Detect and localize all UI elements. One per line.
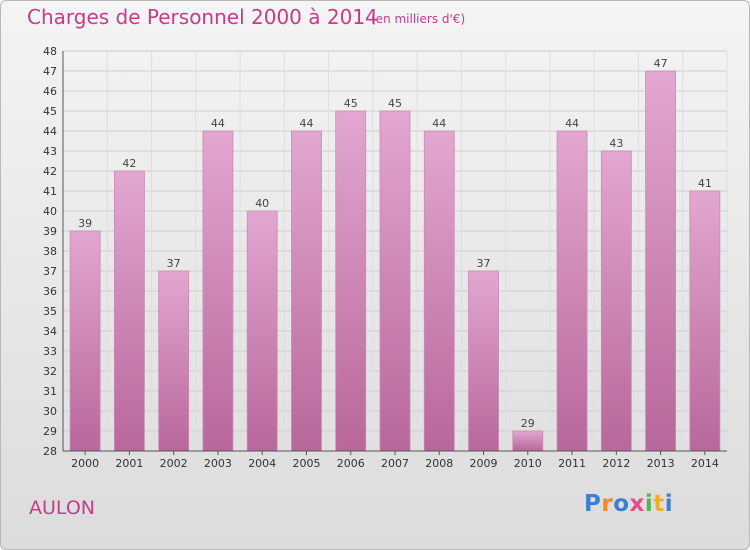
data-label: 37 [477, 257, 491, 270]
data-label: 44 [565, 117, 579, 130]
x-tick-label: 2008 [425, 457, 453, 470]
x-tick-label: 2006 [337, 457, 365, 470]
x-tick-label: 2000 [71, 457, 99, 470]
bar-2008 [423, 130, 455, 452]
y-tick-label: 29 [43, 425, 57, 438]
data-label: 42 [122, 157, 136, 170]
bars: 39 42 37 44 40 44 45 45 44 37 29 44 43 47 41 [69, 57, 721, 452]
x-tick-label: 2011 [558, 457, 586, 470]
data-label: 43 [609, 137, 623, 150]
bar-2001 [114, 170, 145, 452]
x-tick-label: 2004 [248, 457, 276, 470]
bar-2000 [69, 230, 101, 452]
data-label: 41 [698, 177, 712, 190]
y-tick-label: 42 [43, 165, 57, 178]
bar-2004 [246, 210, 278, 452]
bar-2006 [335, 110, 367, 452]
data-label: 37 [167, 257, 181, 270]
axes: 28 29 30 31 32 33 34 35 36 37 38 39 40 41 42 43 44 45 46 47… [43, 45, 727, 470]
data-label: 40 [255, 197, 269, 210]
y-tick-label: 28 [43, 445, 57, 458]
y-tick-label: 40 [43, 205, 57, 218]
data-label: 29 [521, 417, 535, 430]
location-name: AULON [29, 497, 95, 519]
x-tick-label: 2014 [691, 457, 719, 470]
bar-2011 [556, 130, 588, 452]
y-tick-label: 32 [43, 365, 57, 378]
y-tick-label: 38 [43, 245, 57, 258]
y-tick-label: 45 [43, 105, 57, 118]
data-label: 45 [344, 97, 358, 110]
bar-2013 [645, 70, 676, 452]
data-label: 44 [432, 117, 446, 130]
y-tick-label: 30 [43, 405, 57, 418]
chart-title: Charges de Personnel 2000 à 2014 [27, 5, 378, 29]
y-tick-label: 41 [43, 185, 57, 198]
data-label: 44 [299, 117, 313, 130]
data-label: 39 [78, 217, 92, 230]
y-tick-label: 44 [43, 125, 57, 138]
y-tick-label: 37 [43, 265, 57, 278]
x-tick-label: 2005 [292, 457, 320, 470]
x-tick-label: 2001 [115, 457, 143, 470]
x-tick-label: 2003 [204, 457, 232, 470]
data-label: 45 [388, 97, 402, 110]
bar-2014 [689, 190, 721, 452]
bar-2009 [468, 270, 499, 452]
chart-subtitle: (en milliers d'€) [371, 12, 466, 26]
proxiti-logo: Proxiti [584, 491, 674, 517]
bar-2005 [291, 130, 322, 452]
y-tick-label: 35 [43, 305, 57, 318]
bar-2012 [600, 150, 632, 452]
y-tick-label: 47 [43, 65, 57, 78]
x-tick-label: 2012 [602, 457, 630, 470]
bar-2003 [202, 130, 234, 452]
y-tick-label: 43 [43, 145, 57, 158]
x-tick-label: 2009 [470, 457, 498, 470]
data-label: 47 [654, 57, 668, 70]
bar-2007 [379, 110, 411, 452]
bar-2010 [512, 430, 544, 452]
data-label: 44 [211, 117, 225, 130]
y-tick-label: 48 [43, 45, 57, 58]
y-tick-label: 36 [43, 285, 57, 298]
y-tick-label: 33 [43, 345, 57, 358]
x-tick-label: 2010 [514, 457, 542, 470]
y-tick-label: 39 [43, 225, 57, 238]
x-tick-label: 2013 [647, 457, 675, 470]
x-tick-label: 2002 [160, 457, 188, 470]
y-tick-label: 34 [43, 325, 57, 338]
y-tick-label: 46 [43, 85, 57, 98]
bar-2002 [158, 270, 190, 452]
y-tick-label: 31 [43, 385, 57, 398]
x-tick-label: 2007 [381, 457, 409, 470]
